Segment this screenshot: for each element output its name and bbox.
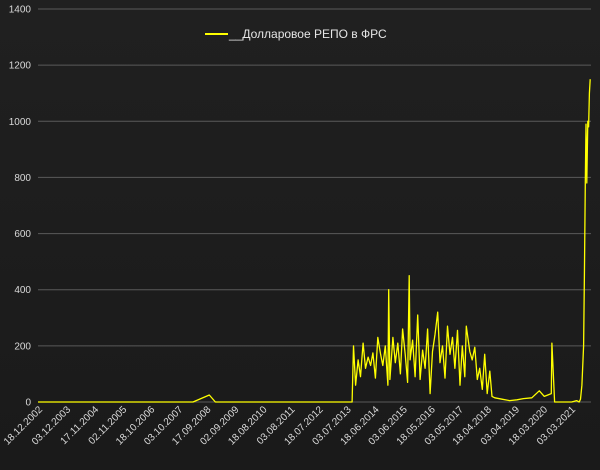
y-tick-label: 1400 <box>9 5 32 16</box>
y-tick-label: 400 <box>14 285 31 296</box>
series-line-0 <box>38 79 591 403</box>
y-axis-ticks: 0 200 400 600 800 1000 1200 1400 <box>9 5 32 409</box>
legend: __Долларовое РЕПО в ФРС <box>205 27 387 41</box>
y-tick-label: 800 <box>14 173 31 184</box>
grid-lines <box>38 8 591 403</box>
y-tick-label: 600 <box>14 229 31 240</box>
y-tick-label: 200 <box>14 341 31 352</box>
y-tick-label: 1000 <box>9 117 32 128</box>
y-tick-label: 1200 <box>9 61 32 72</box>
legend-label: __Долларовое РЕПО в ФРС <box>228 27 387 41</box>
y-tick-label: 0 <box>25 398 31 409</box>
x-axis-ticks: 18.12.200203.12.200317.11.200402.11.2005… <box>2 404 578 447</box>
series-layer <box>38 79 591 403</box>
